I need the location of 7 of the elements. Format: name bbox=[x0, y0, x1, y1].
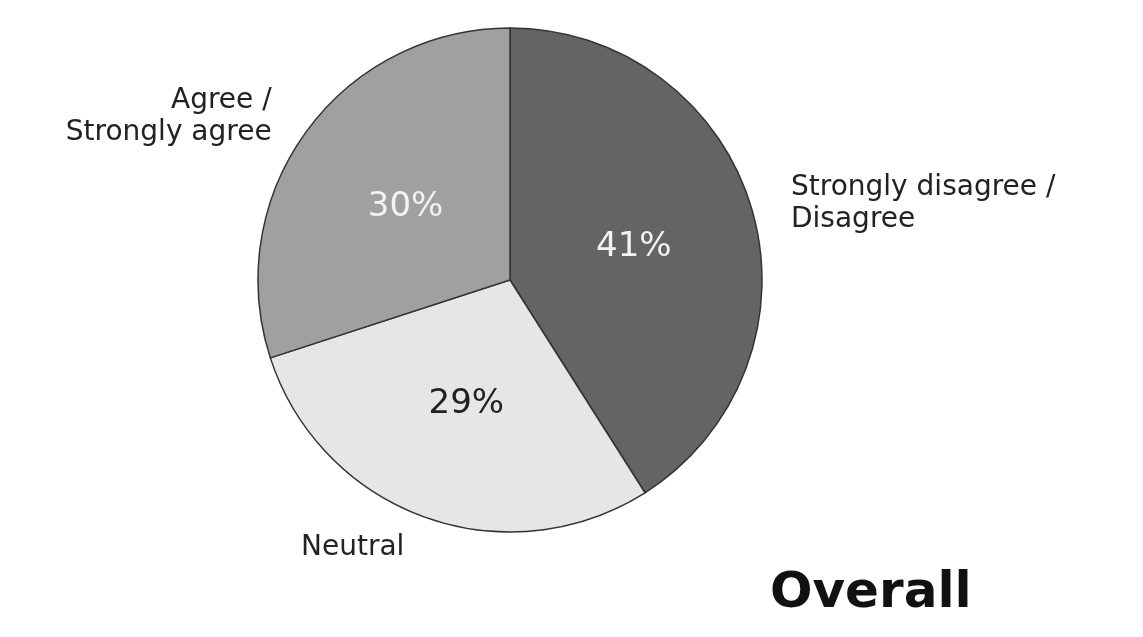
slice-label: Neutral bbox=[301, 529, 405, 563]
slice-label: Strongly disagree / Disagree bbox=[791, 168, 1056, 234]
data-label: 30% bbox=[367, 184, 444, 225]
data-label: 29% bbox=[428, 381, 505, 422]
slice-label: Agree / Strongly agree bbox=[65, 81, 273, 147]
data-label: 41% bbox=[596, 224, 672, 265]
text: Overall bbox=[770, 561, 972, 619]
